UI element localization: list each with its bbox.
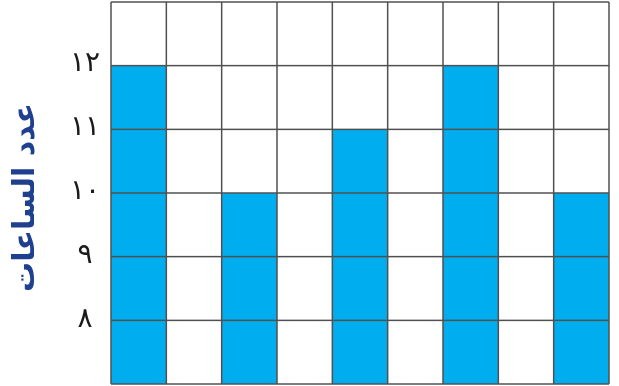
y-tick-label: ١١ — [69, 109, 101, 142]
grid-layer — [110, 1, 610, 385]
y-tick-label: ١٢ — [69, 45, 101, 78]
bar — [553, 193, 609, 384]
y-tick-label: ٨ — [77, 301, 93, 334]
bar — [443, 65, 499, 385]
bar — [111, 65, 167, 385]
y-axis-title: عدد الساعات — [2, 92, 46, 302]
y-axis-title-text: عدد الساعات — [6, 102, 42, 292]
y-tick-label: ١٠ — [69, 173, 101, 206]
bar — [221, 193, 277, 384]
bars-layer — [111, 65, 609, 385]
y-tick-label: ٩ — [77, 237, 93, 270]
